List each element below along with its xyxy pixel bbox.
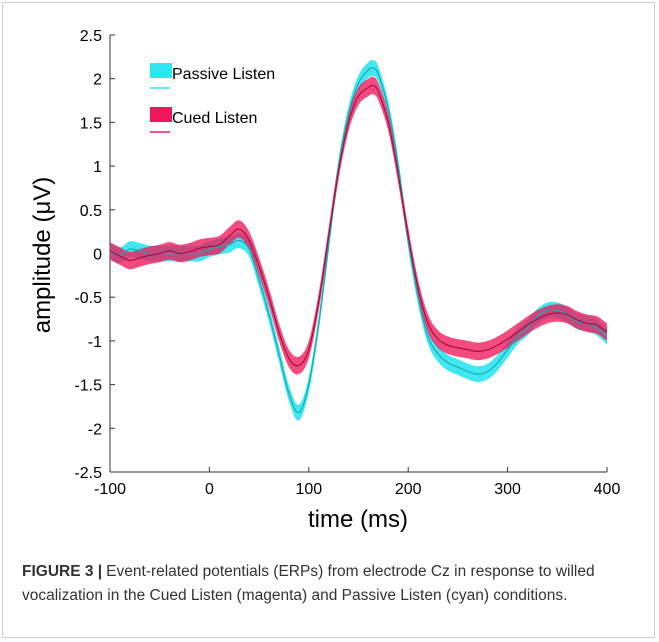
line-passive-listen <box>109 67 608 414</box>
y-tick-label: -0.5 <box>74 290 102 307</box>
erp-chart: -100 0 100 200 300 400 -2.5 -2 -1.5 -1 -0.5 0 0.5 1 1.… <box>29 28 620 533</box>
x-tick-label: 0 <box>205 481 214 498</box>
tick-labels: -100 0 100 200 300 400 -2.5 -2 -1.5 -1 -0.5 0 0.5 1 1.… <box>74 28 620 498</box>
legend-label: Passive Listen <box>172 66 275 83</box>
legend-label: Cued Listen <box>172 110 257 127</box>
x-axis-label: time (ms) <box>308 506 408 533</box>
y-tick-label: -2 <box>88 421 102 438</box>
x-tick-label: 100 <box>295 481 322 498</box>
x-tick-label: 400 <box>594 481 621 498</box>
x-tick-label: 200 <box>395 481 422 498</box>
y-tick-label: -2.5 <box>74 465 102 482</box>
legend: Passive Listen Cued Listen <box>150 63 275 133</box>
line-cued-listen <box>109 84 608 367</box>
y-tick-label: -1.5 <box>74 378 102 395</box>
y-tick-label: 1.5 <box>80 115 102 132</box>
figure-label: FIGURE 3 | <box>22 563 103 580</box>
y-tick-label: 0 <box>93 247 102 264</box>
mean-lines <box>109 67 608 414</box>
figure-caption: FIGURE 3 | Event-related potentials (ERPs… <box>22 560 637 608</box>
x-tick-label: 300 <box>494 481 521 498</box>
legend-swatch <box>150 63 172 78</box>
legend-swatch <box>150 107 172 122</box>
y-tick-label: 2 <box>93 72 102 89</box>
y-axis-label: amplitude (μV) <box>29 177 56 334</box>
x-tick-label: -100 <box>94 481 126 498</box>
y-tick-label: -1 <box>88 334 102 351</box>
y-tick-label: 0.5 <box>80 203 102 220</box>
y-tick-label: 2.5 <box>80 28 102 45</box>
figure-caption-text: Event-related potentials (ERPs) from ele… <box>22 563 595 604</box>
y-tick-label: 1 <box>93 159 102 176</box>
